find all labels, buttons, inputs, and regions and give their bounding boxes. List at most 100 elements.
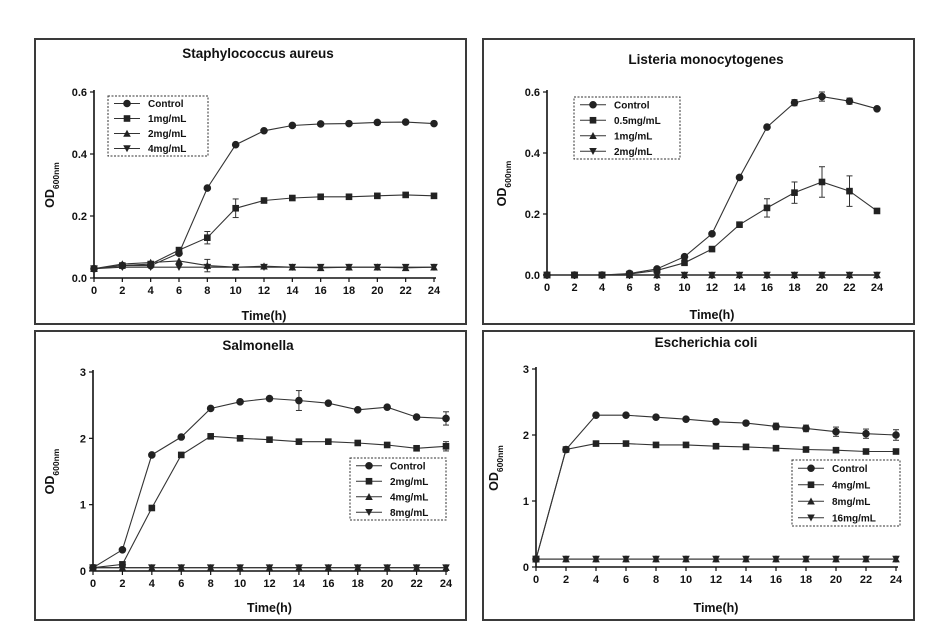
data-point (354, 439, 362, 447)
x-tick-label: 6 (623, 574, 629, 586)
data-point (682, 441, 690, 449)
data-point (118, 261, 127, 270)
data-point (562, 555, 570, 563)
data-point (763, 123, 771, 131)
x-tick-label: 16 (322, 578, 334, 590)
data-point (203, 184, 212, 192)
data-point (383, 403, 391, 411)
legend-label: 8mg/mL (832, 497, 870, 508)
data-point (345, 193, 353, 201)
legend-marker (123, 145, 131, 153)
series-0-5mg-ml (543, 166, 881, 279)
data-point (708, 230, 716, 238)
x-tick-label: 6 (626, 282, 632, 294)
y-axis-label: OD600nm (495, 160, 513, 206)
x-tick-label: 4 (148, 285, 155, 297)
data-point (708, 245, 716, 253)
data-point (682, 415, 690, 423)
y-tick-label: 2 (80, 433, 86, 445)
data-point (260, 262, 268, 270)
x-tick-label: 10 (680, 574, 692, 586)
x-tick-label: 12 (258, 285, 270, 297)
y-axis-label-sub: 600nm (51, 162, 61, 189)
data-point (204, 234, 211, 241)
chart-title: Salmonella (222, 338, 294, 353)
data-point (401, 118, 410, 126)
data-point (772, 555, 780, 563)
data-point (625, 269, 634, 278)
data-point (846, 187, 853, 195)
x-tick-label: 18 (343, 285, 355, 297)
legend: Control 4mg/mL 8mg/mL 16mg/mL (791, 459, 901, 527)
legend-marker (123, 99, 131, 108)
x-tick-label: 20 (381, 578, 393, 590)
x-axis-label: Time(h) (242, 309, 287, 323)
data-point (236, 435, 244, 442)
data-point (592, 555, 600, 563)
data-point (345, 263, 353, 271)
data-point (873, 271, 881, 279)
legend-marker (589, 147, 597, 156)
data-point (845, 97, 854, 105)
data-point (532, 555, 540, 563)
legend-marker (807, 464, 815, 473)
chart-panel-listeria-monocytogenes: Listeria monocytogenes 0 2 4 6 8 10 12 14 16 18 20… (482, 38, 915, 325)
x-axis-label: Time(h) (694, 601, 739, 615)
data-point (598, 271, 606, 279)
legend-label: 2mg/mL (614, 147, 652, 158)
x-tick-label: 4 (593, 574, 600, 586)
legend: Control 0.5mg/mL 1mg/mL 2mg/mL (573, 96, 681, 160)
chart-title: Listeria monocytogenes (628, 52, 783, 67)
x-tick-label: 22 (860, 574, 872, 586)
legend-marker (123, 129, 131, 137)
data-point (742, 555, 750, 563)
y-tick-label: 0.2 (72, 211, 87, 223)
chart-panel-escherichia-coli: Escherichia coli 0 2 4 6 8 10 12 14 16 18 20 22 24 0 1… (482, 330, 915, 621)
x-tick-label: 12 (263, 578, 275, 590)
data-point (260, 197, 268, 204)
x-tick-label: 10 (678, 282, 690, 294)
data-point (442, 563, 450, 571)
x-tick-label: 10 (230, 285, 242, 297)
chart-svg-listeria-monocytogenes: Listeria monocytogenes 0 2 4 6 8 10 12 14 16 18 20… (495, 52, 884, 322)
data-point (681, 259, 688, 267)
legend-marker (123, 115, 131, 122)
legend-label: Control (614, 100, 650, 111)
data-point (862, 555, 870, 563)
data-point (203, 261, 212, 269)
y-axis-label: OD600nm (487, 445, 505, 491)
data-point (118, 545, 127, 554)
data-point (763, 204, 771, 212)
legend-label: 1mg/mL (614, 131, 652, 142)
data-point (622, 555, 630, 563)
data-point (832, 446, 840, 454)
data-point (260, 126, 268, 135)
data-point (873, 207, 881, 215)
legend-label: 0.5mg/mL (614, 116, 661, 127)
data-point (543, 271, 551, 279)
data-point (177, 433, 186, 441)
data-point (873, 104, 881, 113)
data-point (790, 98, 799, 107)
data-point (324, 399, 333, 407)
data-point (763, 271, 771, 279)
data-point (652, 413, 660, 421)
data-point (207, 433, 214, 440)
y-axis-label-sub: 600nm (51, 448, 61, 475)
data-point (90, 264, 98, 273)
legend-marker (365, 508, 373, 517)
y-tick-label: 0.4 (72, 149, 88, 161)
data-point (353, 563, 362, 571)
x-tick-label: 22 (400, 285, 412, 297)
x-tick-label: 2 (571, 282, 577, 294)
data-point (175, 257, 183, 265)
legend-marker (807, 481, 815, 489)
data-point (735, 173, 744, 182)
x-tick-label: 24 (871, 282, 884, 294)
data-point (289, 194, 296, 202)
data-point (430, 192, 438, 200)
x-tick-label: 10 (234, 578, 246, 590)
x-tick-label: 20 (816, 282, 828, 294)
data-point (892, 448, 900, 455)
data-point (412, 563, 421, 571)
